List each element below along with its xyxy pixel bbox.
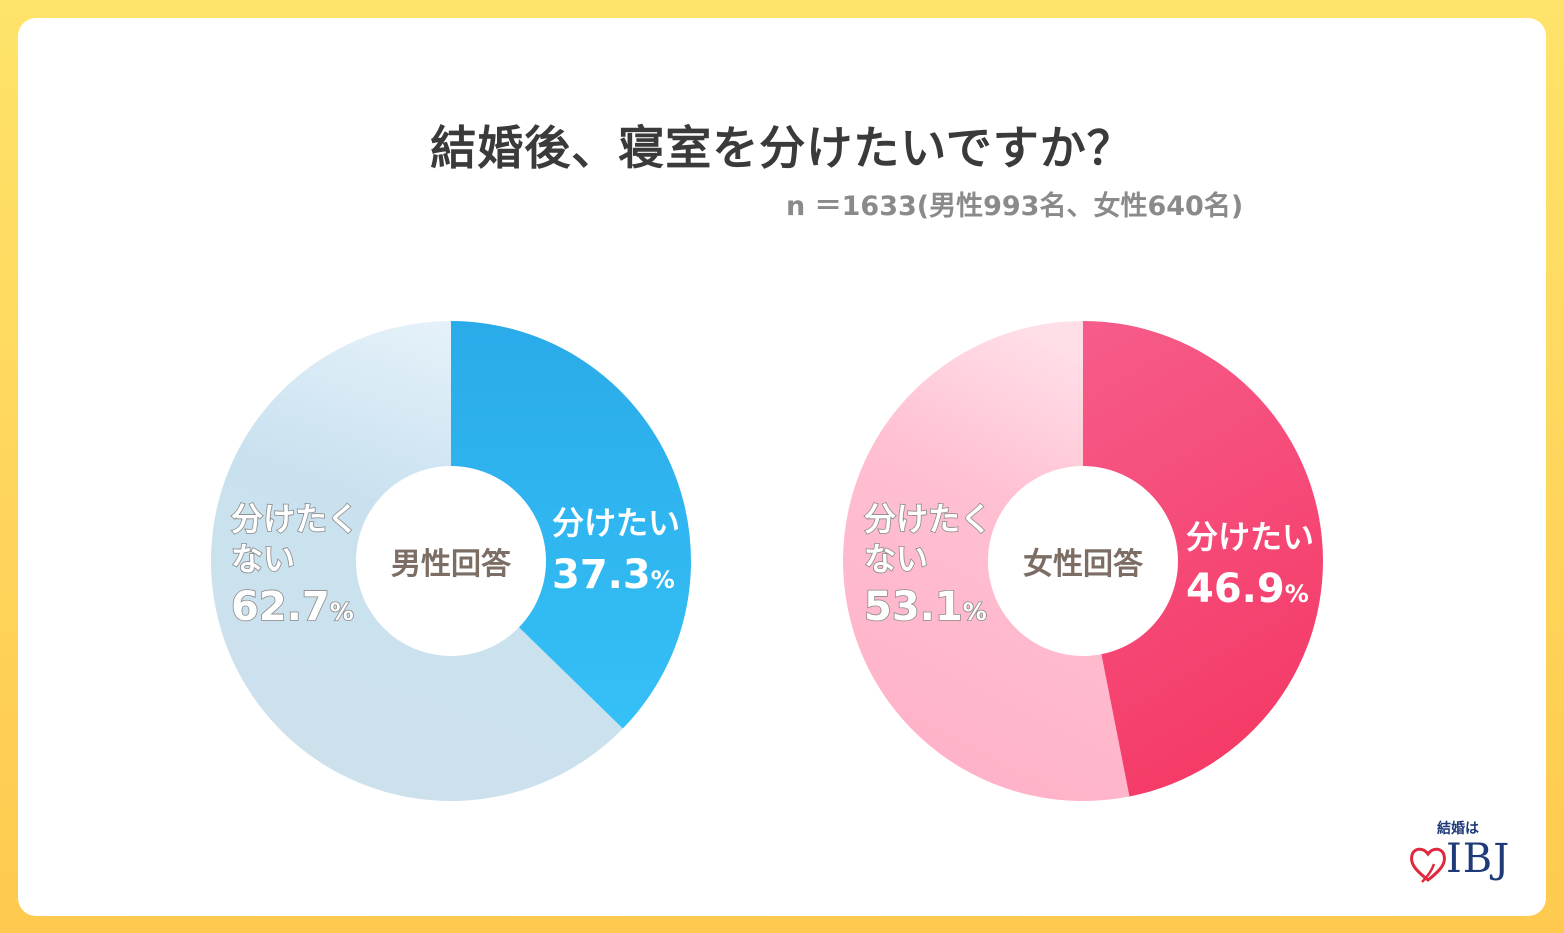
female-no-value: 53.1 [864, 584, 963, 630]
female-no-label-line2: ない [864, 540, 928, 578]
logo-tagline: 結婚は [1437, 821, 1479, 837]
male-donut-chart: 男性回答 分けたい 37.3% 分けたく ない 62.7% [210, 320, 691, 801]
female-yes-value-text: 46.9% [1186, 566, 1309, 612]
male-yes-percent: % [651, 566, 675, 594]
sample-size-note: n ＝1633(男性993名、女性640名) [786, 191, 1244, 222]
male-no-labels: 分けたく ない 62.7% [230, 499, 360, 631]
logo-brand: IBJ [1446, 836, 1511, 882]
male-no-value: 62.7 [231, 584, 330, 630]
male-yes-value: 37.3 [552, 552, 651, 598]
male-no-label-line2: ない [231, 540, 295, 578]
male-center-label: 男性回答 [391, 547, 512, 582]
male-no-percent: % [330, 598, 354, 626]
male-donut-hole [356, 466, 546, 656]
female-no-value-text: 53.1% [864, 584, 987, 630]
female-donut-chart: 女性回答 分けたい 46.9% 分けたく ない 53.1% [842, 321, 1323, 802]
male-no-value-text: 62.7% [231, 584, 354, 630]
female-yes-percent: % [1285, 580, 1309, 608]
heart-icon [1410, 847, 1446, 883]
female-center-label: 女性回答 [1023, 547, 1144, 582]
female-slice-no [842, 321, 1130, 802]
female-no-percent: % [963, 598, 987, 626]
female-donut-hole [988, 466, 1178, 656]
female-slice-yes [1083, 321, 1323, 797]
female-no-labels: 分けたく ない 53.1% [863, 499, 993, 631]
male-yes-value-text: 37.3% [552, 552, 675, 598]
male-no-label-line1: 分けたく [231, 500, 359, 538]
female-yes-value: 46.9 [1186, 566, 1285, 612]
male-slice-yes [451, 321, 691, 729]
male-yes-label: 分けたい [552, 504, 680, 542]
female-no-label-line1: 分けたく [864, 500, 992, 538]
female-yes-label: 分けたい [1186, 518, 1314, 556]
chart-title: 結婚後、寝室を分けたいですか？ [430, 121, 1134, 175]
